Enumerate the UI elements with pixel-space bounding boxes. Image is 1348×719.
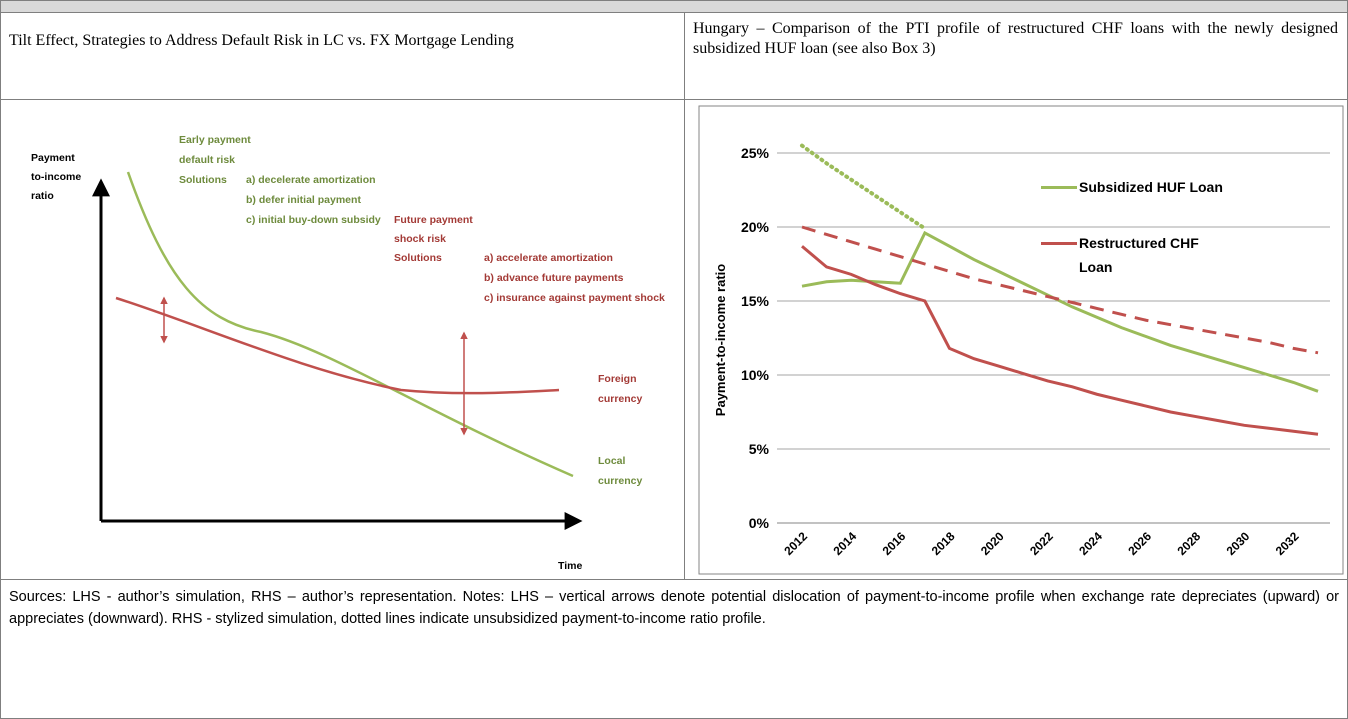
left-diagram: Payment to-income ratio Time Early payme…	[31, 134, 665, 572]
chart-frame	[698, 105, 1344, 575]
label: Future payment	[394, 214, 473, 226]
label: a) accelerate amortization	[484, 252, 613, 264]
y-axis-title: Payment-to-income ratio	[713, 264, 728, 416]
notes: Sources: LHS - author’s simulation, RHS …	[9, 589, 1339, 627]
y-label: to-income	[31, 171, 81, 183]
y-label: Payment	[31, 152, 75, 164]
label: currency	[598, 475, 643, 487]
label: c) initial buy-down subsidy	[246, 214, 381, 226]
series-line	[800, 143, 927, 231]
series-line	[801, 225, 1319, 355]
label: Solutions	[394, 252, 442, 264]
label: currency	[598, 393, 643, 405]
label: a) decelerate amortization	[246, 174, 376, 186]
label: Foreign	[598, 373, 637, 385]
header-bar	[1, 1, 1347, 13]
label: Early payment	[179, 134, 251, 146]
legend-swatch	[1041, 242, 1077, 245]
label: Local	[598, 455, 626, 467]
x-label: Time	[558, 560, 582, 572]
label: shock risk	[394, 233, 446, 245]
column-divider	[684, 13, 685, 579]
y-tick-label: 25%	[741, 145, 770, 161]
label: default risk	[179, 154, 235, 166]
y-tick-label: 10%	[741, 367, 770, 383]
row-divider	[1, 99, 1347, 100]
chart: Payment-to-income ratio 0% 5% 10% 15% 20% 25%…	[698, 105, 1344, 575]
right-caption: Hungary – Comparison of the PTI profile …	[693, 20, 1338, 57]
local-curve	[126, 171, 574, 478]
series-line	[801, 245, 1319, 436]
label: b) defer initial payment	[246, 194, 361, 206]
legend-label: Subsidized HUF Loan	[1079, 179, 1223, 195]
y-label: ratio	[31, 190, 54, 202]
y-tick-label: 15%	[741, 293, 770, 309]
foreign-curve	[115, 296, 560, 395]
series-line	[801, 230, 1319, 393]
y-tick-label: 5%	[749, 441, 770, 457]
legend-label: Restructured CHF Loan	[1079, 235, 1199, 275]
row-divider	[1, 579, 1347, 580]
y-tick-label: 20%	[741, 219, 770, 235]
label: Solutions	[179, 174, 227, 186]
left-caption: Tilt Effect, Strategies to Address Defau…	[9, 32, 514, 49]
legend-swatch	[1041, 186, 1077, 189]
label: b) advance future payments	[484, 272, 624, 284]
y-tick-label: 0%	[749, 515, 770, 531]
label: c) insurance against payment shock	[484, 292, 665, 304]
